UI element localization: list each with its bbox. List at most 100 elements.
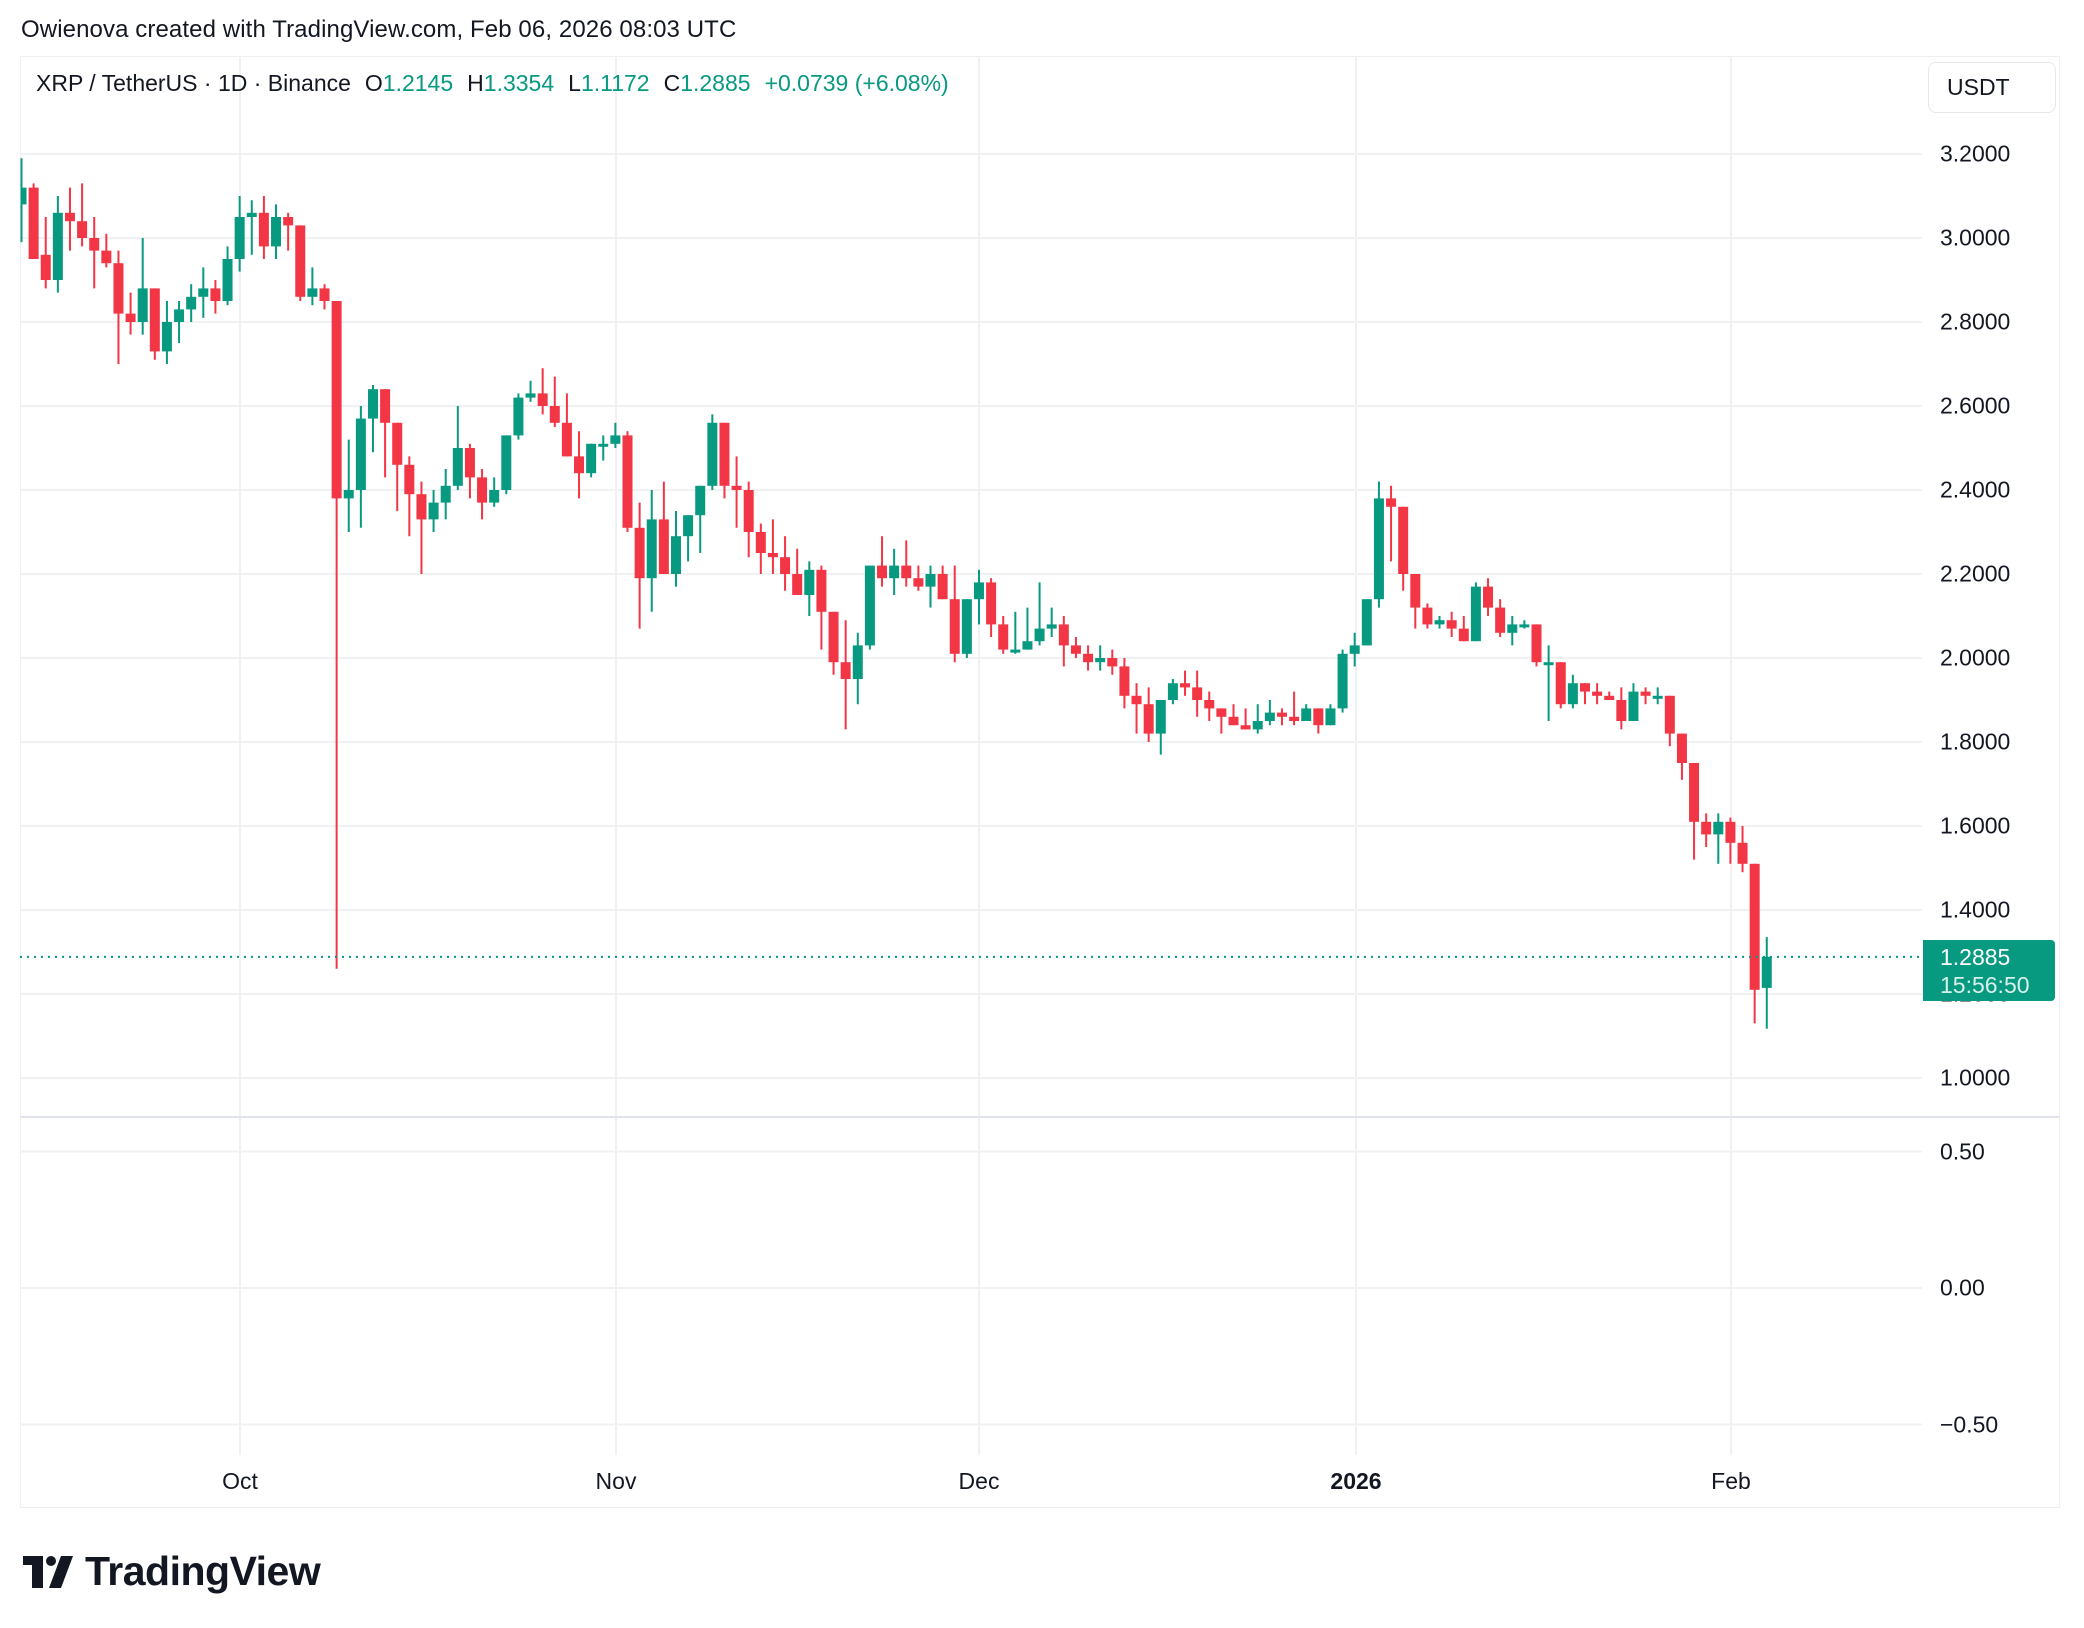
candle: [1276, 708, 1287, 726]
candle: [1713, 813, 1724, 864]
candle: [1507, 616, 1518, 646]
price-tick: 1.8000: [1940, 728, 2011, 755]
candle: [1652, 687, 1663, 705]
indicator-tick: −0.50: [1940, 1411, 1999, 1437]
candle: [477, 469, 488, 520]
candle: [1167, 679, 1178, 705]
high-label: H: [467, 70, 484, 96]
candle: [440, 469, 451, 520]
candle: [852, 632, 863, 705]
price-tick: 1.6000: [1940, 812, 2011, 839]
candle: [246, 200, 257, 255]
open-label: O: [364, 70, 383, 96]
candle: [961, 599, 972, 658]
candle: [598, 435, 609, 461]
chart-credit: Owienova created with TradingView.com, F…: [21, 16, 737, 43]
candle: [1616, 687, 1627, 730]
candle: [719, 422, 730, 499]
open-value: 1.2145: [382, 70, 454, 96]
candle: [1628, 683, 1639, 721]
candle: [549, 376, 560, 427]
tradingview-logo[interactable]: TradingView: [23, 1548, 321, 1595]
candle: [1058, 616, 1069, 667]
high-value: 1.3354: [483, 70, 555, 96]
candle: [64, 187, 75, 251]
candle: [319, 284, 330, 310]
tradingview-logo-icon: [23, 1555, 73, 1588]
candle: [1458, 616, 1469, 642]
candle: [77, 183, 88, 247]
candle: [1422, 603, 1433, 629]
candle: [464, 443, 475, 499]
candle: [186, 284, 197, 322]
candle: [1313, 708, 1324, 734]
low-value: 1.1172: [580, 70, 650, 96]
indicator-tick: 0.00: [1940, 1274, 1985, 1301]
candle: [101, 233, 112, 268]
candle: [1289, 691, 1300, 726]
candle: [20, 158, 27, 243]
candle: [1143, 687, 1154, 742]
candle: [1264, 700, 1275, 726]
candle: [380, 389, 391, 478]
candle: [174, 301, 185, 343]
candle: [355, 406, 366, 528]
candle: [1483, 578, 1494, 616]
change-value: +0.0739 (+6.08%): [764, 70, 949, 96]
candle: [1725, 817, 1736, 864]
candle: [1095, 645, 1106, 671]
candle: [525, 380, 536, 402]
symbol-name[interactable]: XRP / TetherUS · 1D · Binance: [36, 70, 351, 96]
candle: [343, 439, 354, 532]
time-tick: 2026: [1330, 1468, 1382, 1494]
candles: [20, 158, 1772, 1029]
price-tick: 3.0000: [1940, 224, 2011, 251]
candle: [828, 611, 839, 675]
candle: [561, 393, 572, 457]
candle: [1701, 813, 1712, 847]
price-tick: 2.2000: [1940, 560, 2011, 587]
candle: [367, 385, 378, 453]
candle: [1689, 763, 1700, 860]
candle: [1107, 649, 1118, 675]
candle: [331, 301, 342, 969]
candle: [1325, 704, 1336, 726]
candle: [89, 217, 100, 289]
candle: [1676, 733, 1687, 780]
candle: [683, 515, 694, 562]
candle: [234, 196, 245, 272]
time-tick: Oct: [222, 1468, 258, 1494]
candle: [149, 288, 160, 360]
price-tick: 2.0000: [1940, 644, 2011, 671]
candle: [840, 620, 851, 730]
currency-button[interactable]: USDT: [1928, 62, 2056, 113]
candle: [283, 212, 294, 251]
candle: [1531, 624, 1542, 667]
candle: [210, 280, 221, 314]
candle: [755, 523, 766, 574]
candle: [586, 443, 597, 478]
candle: [452, 406, 463, 490]
candle: [513, 393, 524, 440]
candle: [986, 578, 997, 637]
candle: [1022, 607, 1033, 650]
time-tick: Nov: [595, 1468, 637, 1494]
last-price-label: 1.2885 15:56:50: [1923, 940, 2055, 1001]
price-tick: 2.8000: [1940, 308, 2011, 335]
candle: [1240, 708, 1251, 730]
candle: [307, 267, 318, 306]
candle: [52, 196, 63, 293]
candle: [1446, 611, 1457, 637]
candle: [1204, 691, 1215, 721]
candle: [1192, 670, 1203, 717]
candle: [489, 477, 500, 507]
low-label: L: [568, 70, 581, 96]
candle: [161, 301, 172, 364]
grid-lines: [20, 56, 1922, 1455]
last-price-value: 1.2885: [1940, 944, 2011, 970]
candle: [1434, 616, 1445, 629]
candle: [1519, 620, 1530, 629]
price-tick: 1.4000: [1940, 896, 2011, 923]
